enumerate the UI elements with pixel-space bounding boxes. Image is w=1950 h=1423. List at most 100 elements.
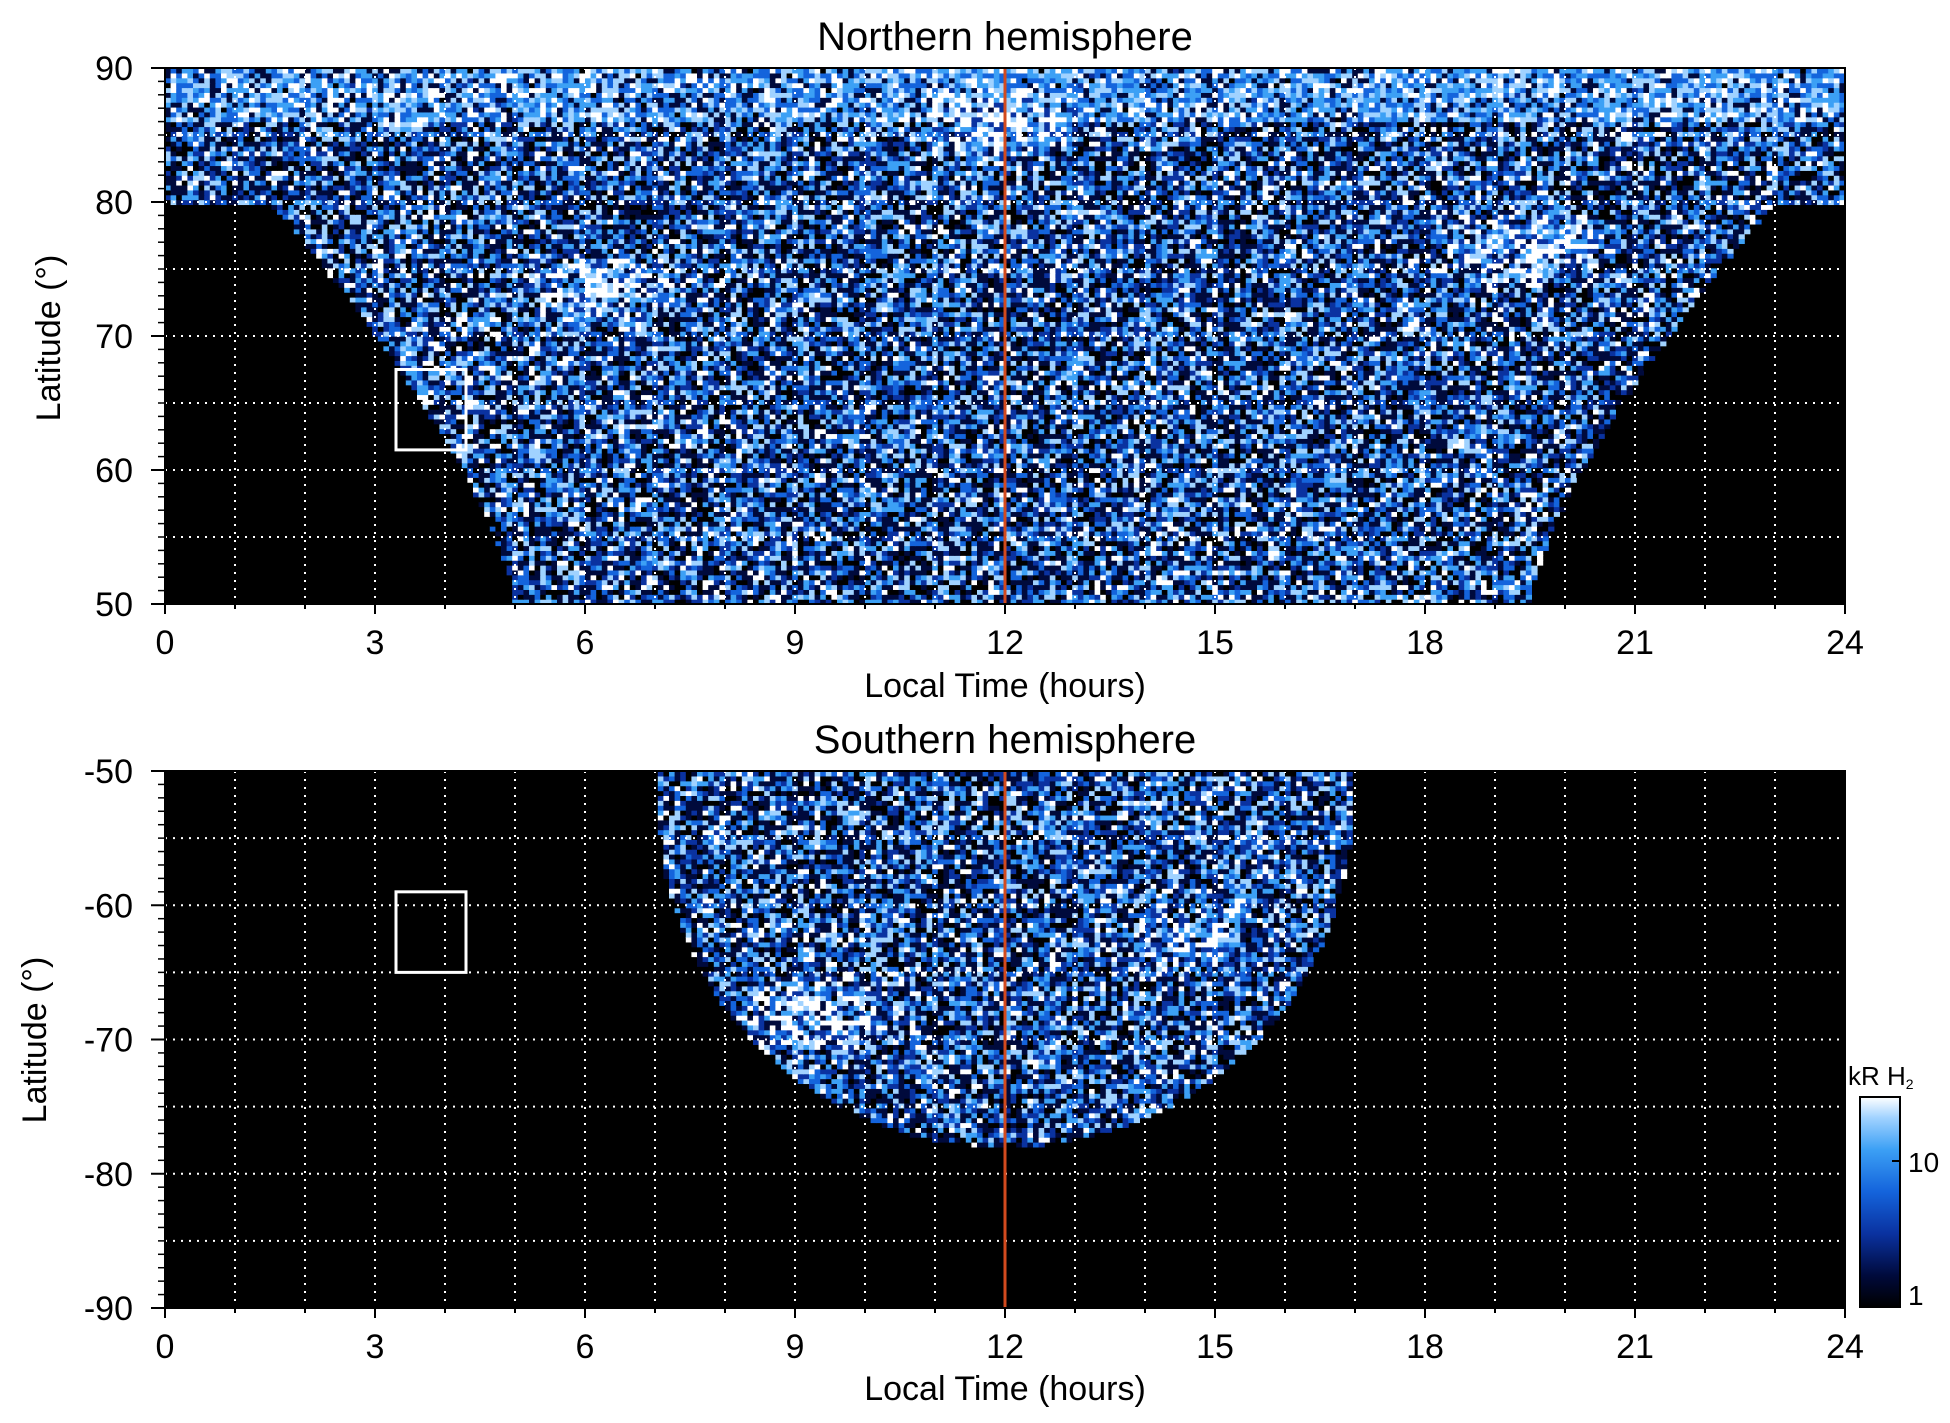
north-cell (1134, 555, 1140, 560)
north-cell (703, 589, 709, 594)
north-cell (1487, 516, 1493, 521)
north-cell (1324, 575, 1330, 580)
north-cell (635, 570, 641, 575)
north-cell (1408, 550, 1414, 555)
north-cell (1268, 541, 1274, 546)
north-cell (529, 531, 535, 536)
north-cell (1111, 594, 1117, 599)
north-cell (1190, 580, 1196, 585)
north-cell (624, 516, 630, 521)
north-cell (1419, 575, 1425, 580)
north-cell (809, 531, 815, 536)
north-cell (798, 570, 804, 575)
north-cell (529, 565, 535, 570)
north-cell (1111, 550, 1117, 555)
north-cell (871, 580, 877, 585)
north-cell (613, 521, 619, 526)
north-cell (1055, 555, 1061, 560)
north-cell (983, 511, 989, 516)
north-cell (1464, 516, 1470, 521)
north-cell (1313, 526, 1319, 531)
north-cell (910, 560, 916, 565)
north-cell (787, 546, 793, 551)
north-cell (977, 575, 983, 580)
north-cell (1391, 526, 1397, 531)
north-cell (971, 589, 977, 594)
north-cell (607, 531, 613, 536)
north-cell (669, 570, 675, 575)
north-cell (915, 555, 921, 560)
north-cell (759, 555, 765, 560)
north-cell (1011, 589, 1017, 594)
north-cell (607, 585, 613, 590)
north-cell (1055, 580, 1061, 585)
north-cell (703, 526, 709, 531)
north-cell (1078, 516, 1084, 521)
north-cell (759, 585, 765, 590)
north-cell (1302, 521, 1308, 526)
north-cell (703, 536, 709, 541)
north-cell (736, 565, 742, 570)
north-cell (932, 526, 938, 531)
north-cell (1442, 580, 1448, 585)
north-cell (725, 526, 731, 531)
north-cell (1481, 580, 1487, 585)
north-cell (1509, 531, 1515, 536)
north-cell (647, 536, 653, 541)
north-cell (551, 565, 557, 570)
north-cell (820, 560, 826, 565)
north-cell (1022, 526, 1028, 531)
north-cell (876, 560, 882, 565)
north-cell (1391, 580, 1397, 585)
north-cell (798, 575, 804, 580)
north-cell (1263, 594, 1269, 599)
north-cell (983, 565, 989, 570)
north-cell (815, 531, 821, 536)
north-cell (501, 516, 507, 521)
north-cell (1442, 531, 1448, 536)
north-cell (1246, 516, 1252, 521)
north-cell (1509, 541, 1515, 546)
north-cell (1319, 526, 1325, 531)
north-cell (1016, 560, 1022, 565)
north-cell (876, 531, 882, 536)
north-cell (1083, 589, 1089, 594)
north-cell (1128, 580, 1134, 585)
north-cell (994, 511, 1000, 516)
north-cell (1358, 555, 1364, 560)
north-cell (938, 536, 944, 541)
north-cell (1375, 560, 1381, 565)
north-cell (607, 536, 613, 541)
north-cell (1134, 565, 1140, 570)
north-cell (1335, 585, 1341, 590)
north-cell (1509, 555, 1515, 560)
north-cell (658, 511, 664, 516)
north-cell (775, 565, 781, 570)
north-cell (1397, 516, 1403, 521)
north-cell (1195, 565, 1201, 570)
north-cell (1011, 580, 1017, 585)
north-cell (994, 541, 1000, 546)
north-cell (753, 511, 759, 516)
north-cell (1380, 570, 1386, 575)
north-cell (1414, 516, 1420, 521)
north-cell (971, 521, 977, 526)
north-cell (764, 541, 770, 546)
north-cell (736, 541, 742, 546)
north-cell (949, 516, 955, 521)
north-cell (1335, 546, 1341, 551)
north-cell (1033, 550, 1039, 555)
north-cell (977, 594, 983, 599)
north-cell (1089, 550, 1095, 555)
north-cell (1375, 521, 1381, 526)
north-cell (591, 589, 597, 594)
north-cell (893, 531, 899, 536)
north-cell (523, 531, 529, 536)
north-cell (988, 521, 994, 526)
north-cell (1431, 565, 1437, 570)
north-cell (921, 555, 927, 560)
north-cell (1251, 526, 1257, 531)
north-cell (1067, 589, 1073, 594)
north-cell (1095, 589, 1101, 594)
north-cell (501, 507, 507, 512)
